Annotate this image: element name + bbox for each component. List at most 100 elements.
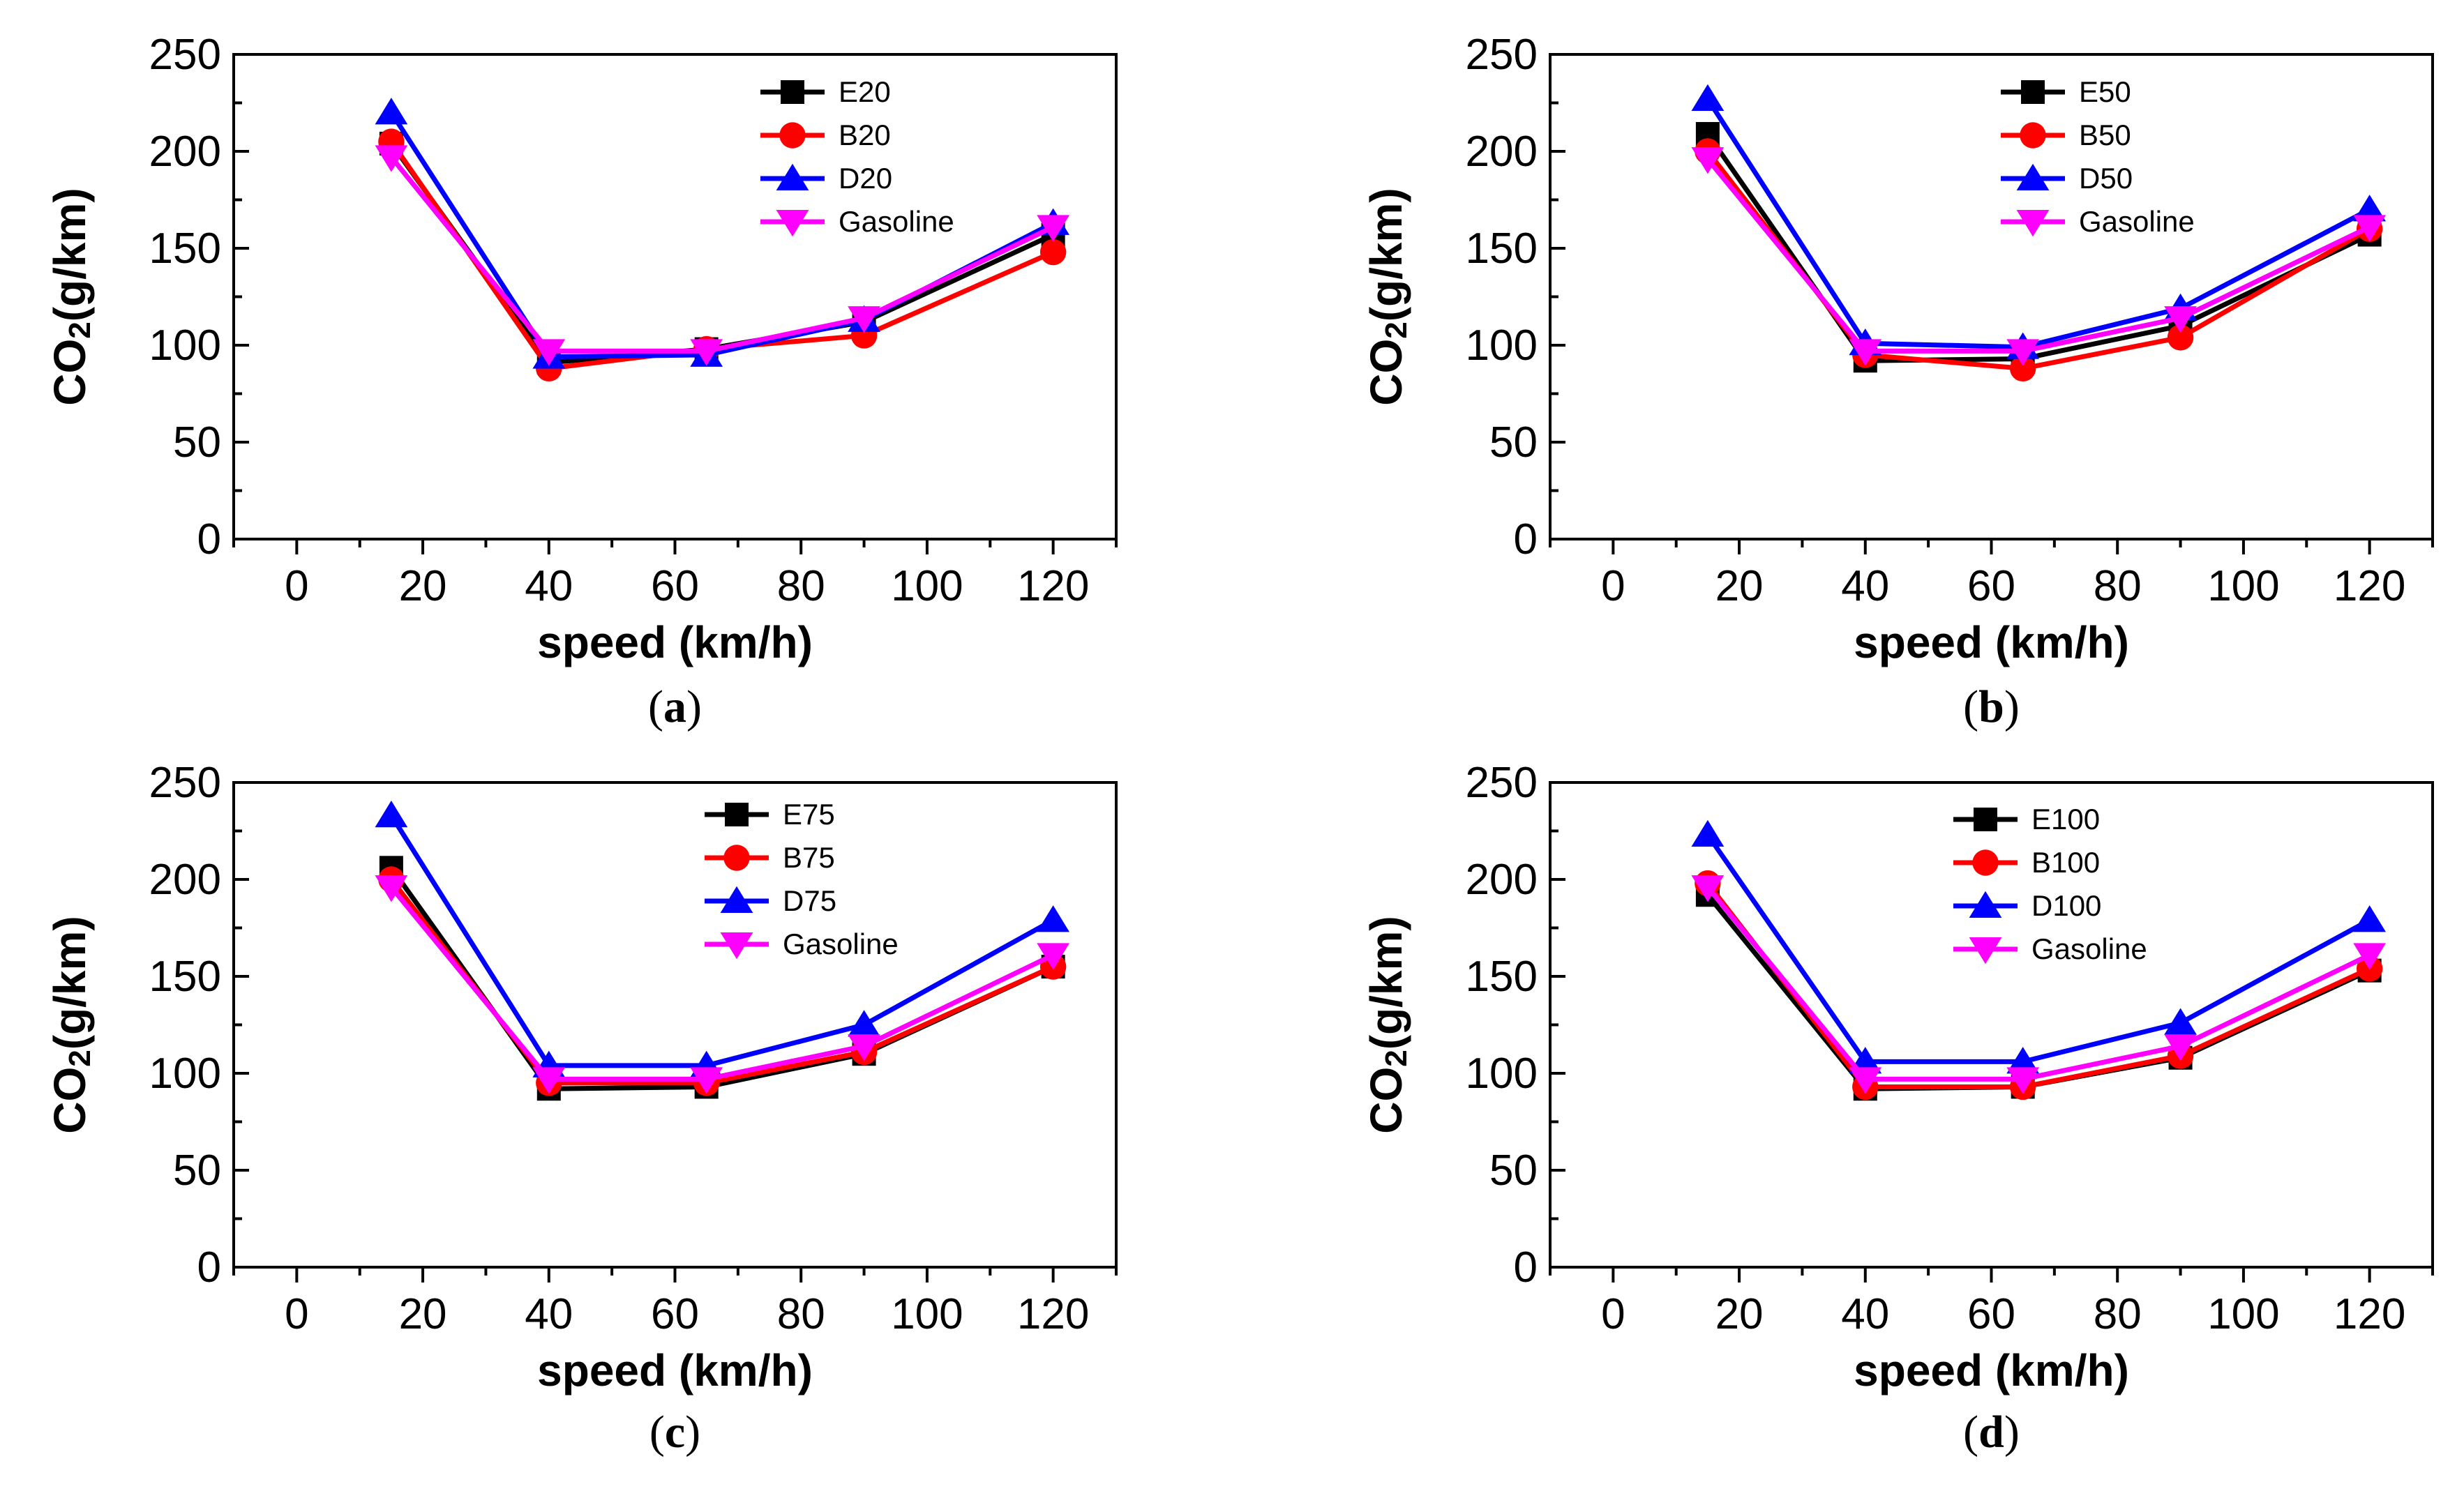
data-point-Gasoline xyxy=(1037,943,1070,970)
data-point-D75 xyxy=(848,1010,880,1037)
series-line-Gasoline xyxy=(389,885,1055,1082)
y-tick-label: 200 xyxy=(1466,128,1538,176)
caption-close-paren: ) xyxy=(686,681,702,732)
data-point-Gasoline xyxy=(2353,943,2387,970)
chart-panel-b: 0 50 100 150 200 250 0 20 40 60 80 100 120 speed (km/… xyxy=(1361,31,2434,732)
y-axis-title-unit: (g/km) xyxy=(45,188,95,321)
y-tick-label: 0 xyxy=(1514,1243,1538,1292)
legend-marker-D50 xyxy=(2016,163,2050,190)
x-tick-label: 80 xyxy=(2094,562,2142,610)
caption-letter: d xyxy=(1978,1407,2004,1458)
x-tick-label: 40 xyxy=(525,1290,573,1338)
data-point-Gasoline xyxy=(2006,339,2040,366)
legend-label-D100: D100 xyxy=(2031,889,2101,922)
legend-marker-D100 xyxy=(1969,891,2002,918)
legend-label-B20: B20 xyxy=(839,119,891,151)
y-tick-label: 50 xyxy=(173,418,221,467)
data-point-D100 xyxy=(1691,819,1725,847)
y-tick-label: 200 xyxy=(149,856,221,904)
y-tick-label: 100 xyxy=(1466,321,1538,370)
legend-marker-B20 xyxy=(779,122,806,149)
y-tick-label: 100 xyxy=(149,321,221,370)
caption-letter: a xyxy=(663,681,686,732)
legend-label-B75: B75 xyxy=(783,841,835,874)
data-point-D100 xyxy=(2164,1008,2197,1035)
caption-open-paren: ( xyxy=(1963,1407,1978,1458)
data-point-Gasoline xyxy=(375,145,408,172)
data-point-B20 xyxy=(1039,239,1067,266)
x-tick-label: 120 xyxy=(2334,1290,2405,1338)
caption-letter: c xyxy=(665,1407,685,1458)
panel-caption: (a) xyxy=(648,681,702,732)
data-point-D75 xyxy=(1037,905,1070,932)
x-tick-label: 80 xyxy=(777,1290,825,1338)
y-axis-title: CO2(g/km) xyxy=(1361,916,1413,1133)
y-tick-label: 200 xyxy=(1466,856,1538,904)
panel-caption: (d) xyxy=(1963,1407,2020,1458)
data-point-Gasoline xyxy=(848,306,880,333)
data-point-B50 xyxy=(2167,324,2194,351)
caption-letter: b xyxy=(1978,681,2004,732)
caption-close-paren: ) xyxy=(2004,1407,2020,1458)
x-tick-label: 20 xyxy=(1715,562,1764,610)
x-tick-label: 60 xyxy=(651,562,699,610)
y-axis-title-unit: (g/km) xyxy=(45,916,95,1050)
y-axis-title: CO2(g/km) xyxy=(45,916,97,1133)
data-point-Gasoline xyxy=(2164,306,2197,333)
legend-marker-D20 xyxy=(776,163,809,190)
legend-label-E20: E20 xyxy=(839,75,891,108)
x-axis-title: speed (km/h) xyxy=(537,617,813,667)
legend-label-E100: E100 xyxy=(2031,803,2100,835)
legend-marker-Gasoline xyxy=(720,932,753,960)
y-tick-label: 100 xyxy=(1466,1050,1538,1098)
data-point-Gasoline xyxy=(1849,1067,1882,1094)
y-axis-title-subscript: 2 xyxy=(1379,1050,1413,1066)
y-tick-label: 150 xyxy=(1466,225,1538,273)
data-point-D75 xyxy=(375,801,408,828)
chart-panel-c: 0 50 100 150 200 250 0 20 40 60 80 100 120 speed (km/… xyxy=(45,759,1118,1458)
plot-frame xyxy=(232,53,1118,540)
chart-panel-d: 0 50 100 150 200 250 0 20 40 60 80 100 120 speed (km/… xyxy=(1361,759,2434,1458)
y-axis-title-unit: (g/km) xyxy=(1361,188,1411,321)
data-point-D50 xyxy=(1691,84,1725,111)
x-tick-label: 40 xyxy=(1841,1290,1889,1338)
x-axis-title: speed (km/h) xyxy=(537,1345,813,1395)
y-tick-label: 0 xyxy=(197,515,221,563)
data-point-Gasoline xyxy=(848,1034,880,1061)
y-axis-title-main: CO xyxy=(1361,339,1411,406)
legend-marker-Gasoline xyxy=(1969,937,2002,964)
data-point-D100 xyxy=(2006,1047,2040,1074)
y-tick-label: 250 xyxy=(149,31,221,79)
data-point-D20 xyxy=(375,98,408,125)
data-point-D50 xyxy=(2353,195,2387,222)
y-tick-label: 150 xyxy=(149,953,221,1001)
y-axis-title-subscript: 2 xyxy=(63,1050,97,1066)
legend-label-D20: D20 xyxy=(839,162,892,195)
legend-marker-E75 xyxy=(725,803,749,826)
y-axis-title: CO2(g/km) xyxy=(1361,188,1413,405)
x-tick-label: 40 xyxy=(525,562,573,610)
data-point-Gasoline xyxy=(1691,875,1725,902)
x-tick-label: 80 xyxy=(2094,1290,2142,1338)
panel-caption: (c) xyxy=(649,1407,700,1458)
x-tick-label: 0 xyxy=(285,562,308,610)
series-line-E20 xyxy=(389,142,1055,365)
y-tick-label: 0 xyxy=(1514,515,1538,563)
y-axis-title-subscript: 2 xyxy=(63,321,97,338)
legend-label-D75: D75 xyxy=(783,884,836,917)
x-tick-label: 20 xyxy=(1715,1290,1764,1338)
plot-frame xyxy=(232,781,1118,1269)
data-point-D100 xyxy=(2353,905,2387,932)
data-point-Gasoline xyxy=(2006,1067,2040,1094)
legend-label-D50: D50 xyxy=(2079,162,2133,195)
data-point-Gasoline xyxy=(532,1067,566,1094)
y-tick-label: 250 xyxy=(1466,759,1538,807)
y-axis-title-main: CO xyxy=(1361,1067,1411,1134)
caption-open-paren: ( xyxy=(649,1407,665,1458)
y-tick-label: 100 xyxy=(149,1050,221,1098)
legend-label-E50: E50 xyxy=(2079,75,2131,108)
series-line-Gasoline xyxy=(389,156,1055,354)
legend-marker-B100 xyxy=(1972,849,1999,876)
x-tick-label: 40 xyxy=(1841,562,1889,610)
